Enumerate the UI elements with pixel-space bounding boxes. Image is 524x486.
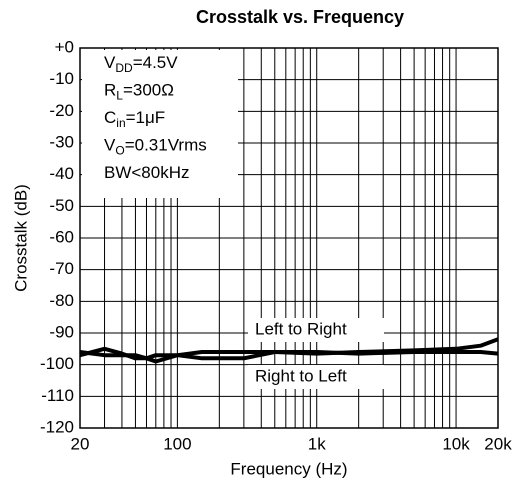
condition-rest: =0.31Vrms [125, 136, 207, 155]
x-tick-label: 10k [442, 434, 470, 453]
condition-main: BW<80kHz [104, 163, 190, 182]
y-tick-label: -110 [41, 386, 74, 405]
x-tick-label: 20k [484, 434, 512, 453]
condition-text: VO=0.31Vrms [104, 136, 207, 158]
condition-rest: =1μF [126, 108, 166, 127]
series-label: Right to Left [255, 366, 347, 385]
x-tick-label: 20 [71, 434, 90, 453]
conditions-box [82, 50, 238, 198]
y-tick-label: -10 [49, 69, 74, 88]
series-label: Left to Right [255, 319, 347, 338]
condition-sub: DD [115, 61, 133, 75]
chart-title: Crosstalk vs. Frequency [196, 7, 404, 27]
y-tick-label: -120 [40, 417, 74, 436]
y-tick-label: -100 [40, 354, 74, 373]
x-axis-label: Frequency (Hz) [230, 459, 347, 478]
condition-main: V [104, 53, 116, 72]
condition-main: V [104, 136, 116, 155]
condition-rest: =300Ω [123, 81, 174, 100]
series-line [79, 350, 499, 364]
y-tick-label: -60 [49, 227, 74, 246]
y-tick-label: -50 [49, 196, 74, 215]
condition-sub: in [116, 116, 125, 130]
condition-sub: O [115, 144, 124, 158]
condition-main: R [104, 81, 116, 100]
plot-border [79, 47, 499, 429]
y-axis-label: Crosstalk (dB) [11, 184, 30, 292]
condition-text: VDD=4.5V [104, 53, 178, 75]
series-label-box [248, 318, 384, 342]
x-tick-label: 1k [308, 434, 326, 453]
condition-text: Cin=1μF [104, 108, 165, 130]
y-tick-label: -40 [49, 164, 74, 183]
condition-text: RL=300Ω [104, 81, 174, 103]
series-label-box [248, 365, 384, 389]
condition-rest: =4.5V [133, 53, 179, 72]
condition-main: C [104, 108, 116, 127]
y-tick-label: -90 [49, 322, 74, 341]
condition-text: BW<80kHz [104, 163, 190, 182]
x-tick-label: 100 [163, 434, 191, 453]
y-tick-label: -80 [49, 291, 74, 310]
y-tick-label: -70 [49, 259, 74, 278]
condition-sub: L [116, 89, 123, 103]
y-tick-label: -30 [49, 132, 74, 151]
y-tick-label: +0 [55, 37, 74, 56]
y-tick-label: -20 [49, 101, 74, 120]
